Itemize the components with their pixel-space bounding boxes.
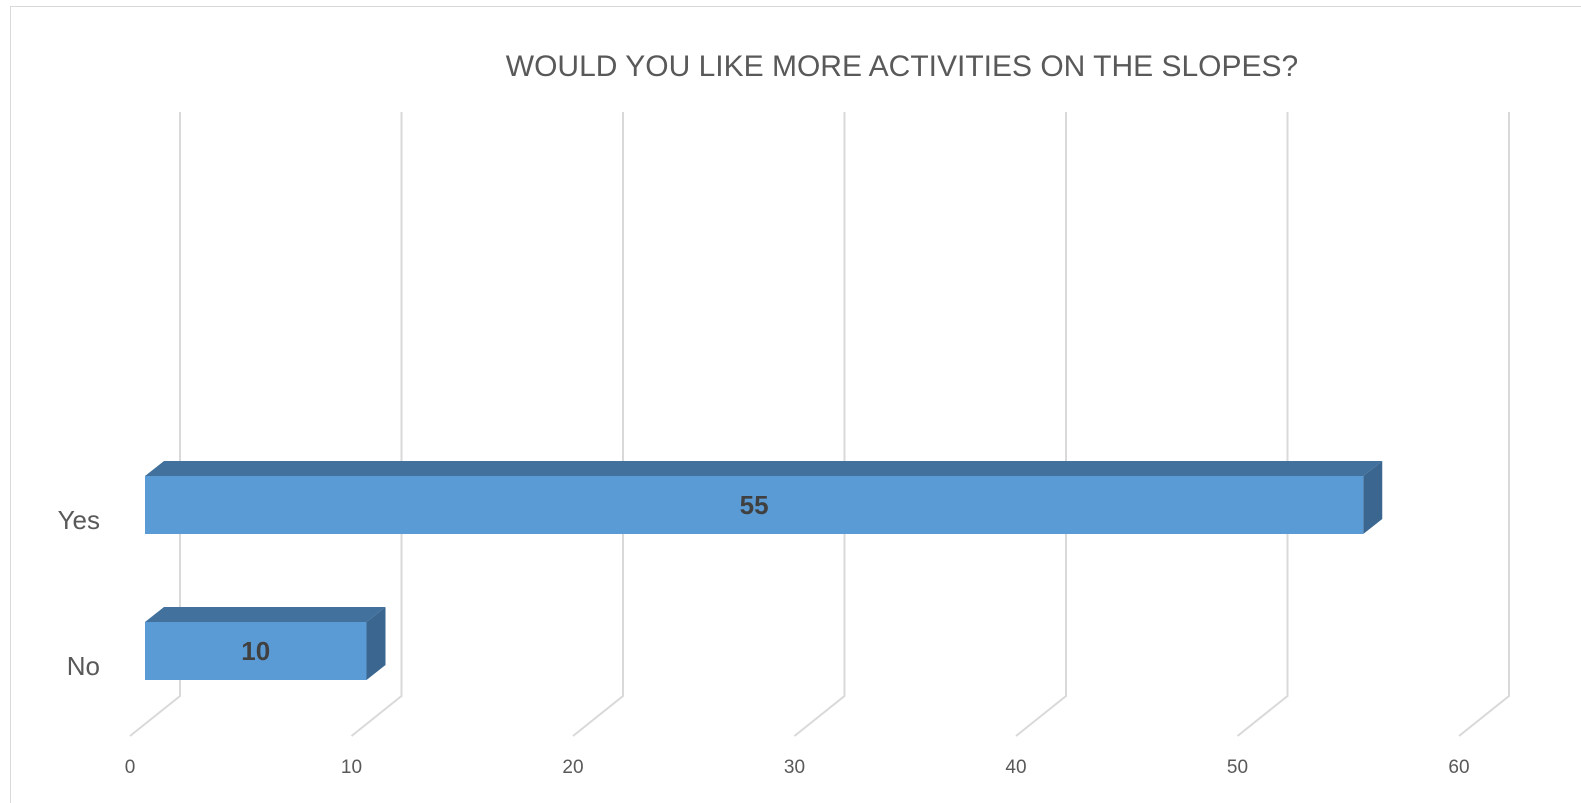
bar-side-yes (1363, 461, 1383, 534)
grid-line (350, 112, 403, 737)
x-axis-ticks: 0 10 20 30 40 50 60 (125, 757, 1470, 778)
bar-top-no (145, 607, 386, 622)
bar-yes (145, 476, 1364, 534)
x-tick-label: 60 (1448, 757, 1469, 778)
category-label-yes: Yes (58, 505, 100, 535)
grid-lines (129, 112, 1510, 737)
grid-line (1458, 112, 1510, 737)
data-label-no: 10 (241, 636, 270, 666)
x-tick-label: 30 (784, 757, 805, 778)
grid-line (572, 112, 624, 737)
x-tick-label: 50 (1227, 757, 1248, 778)
bar-no (145, 622, 367, 680)
grid-line (1236, 112, 1289, 737)
chart-title: WOULD YOU LIKE MORE ACTIVITIES ON THE SL… (506, 50, 1298, 83)
category-label-no: No (67, 651, 100, 681)
bars: 10 55 (145, 461, 1383, 680)
x-tick-label: 40 (1005, 757, 1026, 778)
grid-line (129, 112, 181, 737)
grid-line (793, 112, 846, 737)
x-tick-label: 10 (341, 757, 362, 778)
x-tick-label: 0 (125, 757, 136, 778)
x-tick-label: 20 (562, 757, 583, 778)
data-label-yes: 55 (740, 490, 769, 520)
category-labels: No Yes (58, 505, 100, 681)
grid-line (1015, 112, 1067, 737)
bar-side-no (366, 607, 386, 680)
bar-top-yes (145, 461, 1383, 476)
